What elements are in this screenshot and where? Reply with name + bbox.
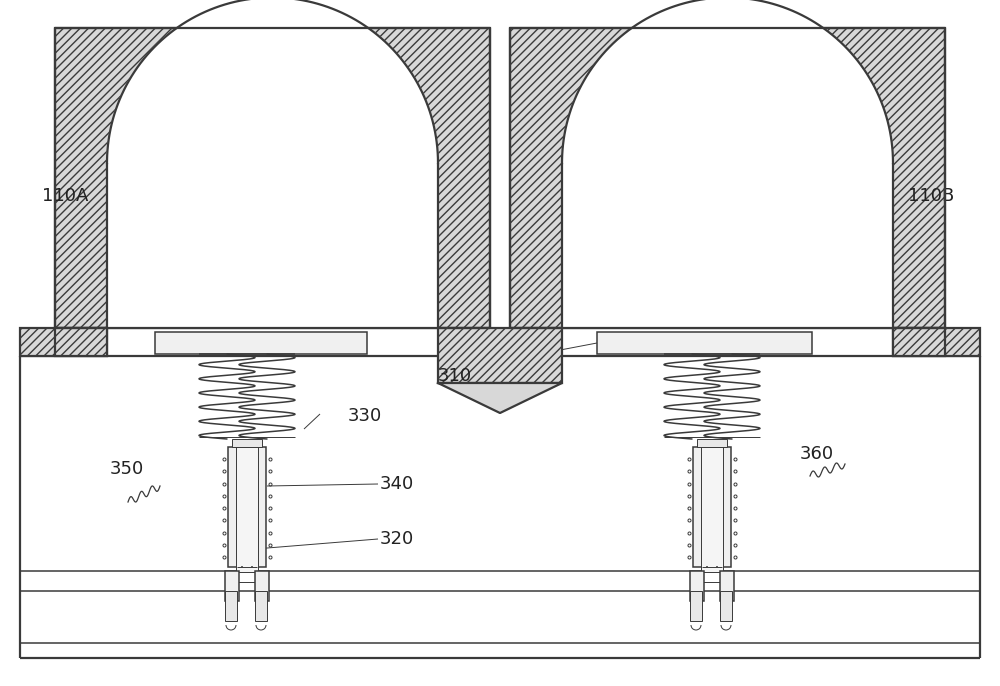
Bar bbox=[225, 591, 237, 621]
Bar bbox=[893, 328, 980, 356]
Bar bbox=[510, 28, 945, 328]
Bar bbox=[893, 328, 945, 356]
Polygon shape bbox=[562, 0, 893, 328]
Text: 310: 310 bbox=[438, 367, 472, 385]
Bar bbox=[438, 328, 562, 383]
Polygon shape bbox=[438, 383, 562, 413]
Bar bbox=[255, 571, 269, 601]
Text: 340: 340 bbox=[380, 475, 414, 493]
Text: 110A: 110A bbox=[42, 187, 88, 205]
Bar bbox=[720, 571, 734, 601]
Bar bbox=[20, 328, 107, 356]
Bar bbox=[55, 28, 490, 328]
Text: 320: 320 bbox=[380, 530, 414, 548]
Bar bbox=[697, 439, 727, 447]
Bar bbox=[720, 591, 732, 621]
Text: 350: 350 bbox=[110, 460, 144, 478]
Bar bbox=[225, 571, 239, 601]
Bar bbox=[228, 447, 266, 567]
Text: 110B: 110B bbox=[908, 187, 954, 205]
Bar bbox=[690, 571, 704, 601]
Text: 330: 330 bbox=[348, 407, 382, 425]
Text: 360: 360 bbox=[800, 445, 834, 463]
Polygon shape bbox=[107, 0, 438, 328]
Bar bbox=[155, 332, 367, 354]
Bar bbox=[597, 332, 812, 354]
Bar bbox=[236, 447, 258, 572]
Bar bbox=[690, 591, 702, 621]
Bar bbox=[255, 591, 267, 621]
Bar bbox=[232, 439, 262, 447]
Bar bbox=[701, 447, 723, 572]
Bar bbox=[693, 447, 731, 567]
Bar bbox=[55, 328, 107, 356]
